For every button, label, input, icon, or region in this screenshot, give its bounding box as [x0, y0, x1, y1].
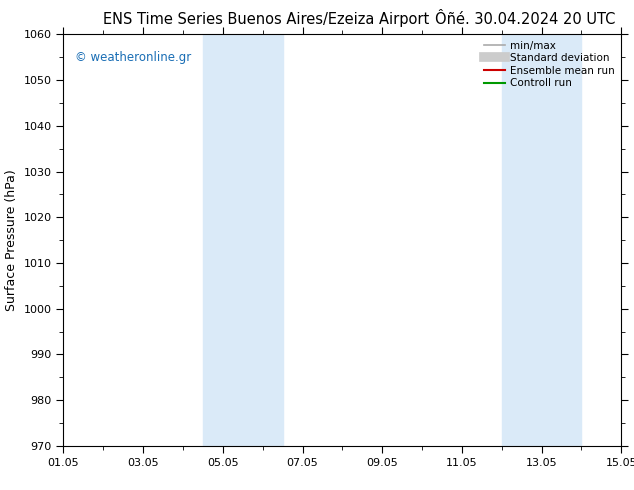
Bar	[203, 34, 283, 446]
Text: © weatheronline.gr: © weatheronline.gr	[75, 51, 191, 64]
Bar	[501, 34, 581, 446]
Legend: min/max, Standard deviation, Ensemble mean run, Controll run: min/max, Standard deviation, Ensemble me…	[480, 36, 619, 93]
Y-axis label: Surface Pressure (hPa): Surface Pressure (hPa)	[5, 169, 18, 311]
Text: ENS Time Series Buenos Aires/Ezeiza Airport: ENS Time Series Buenos Aires/Ezeiza Airp…	[103, 12, 429, 27]
Text: Ôñé. 30.04.2024 20 UTC: Ôñé. 30.04.2024 20 UTC	[434, 12, 615, 27]
